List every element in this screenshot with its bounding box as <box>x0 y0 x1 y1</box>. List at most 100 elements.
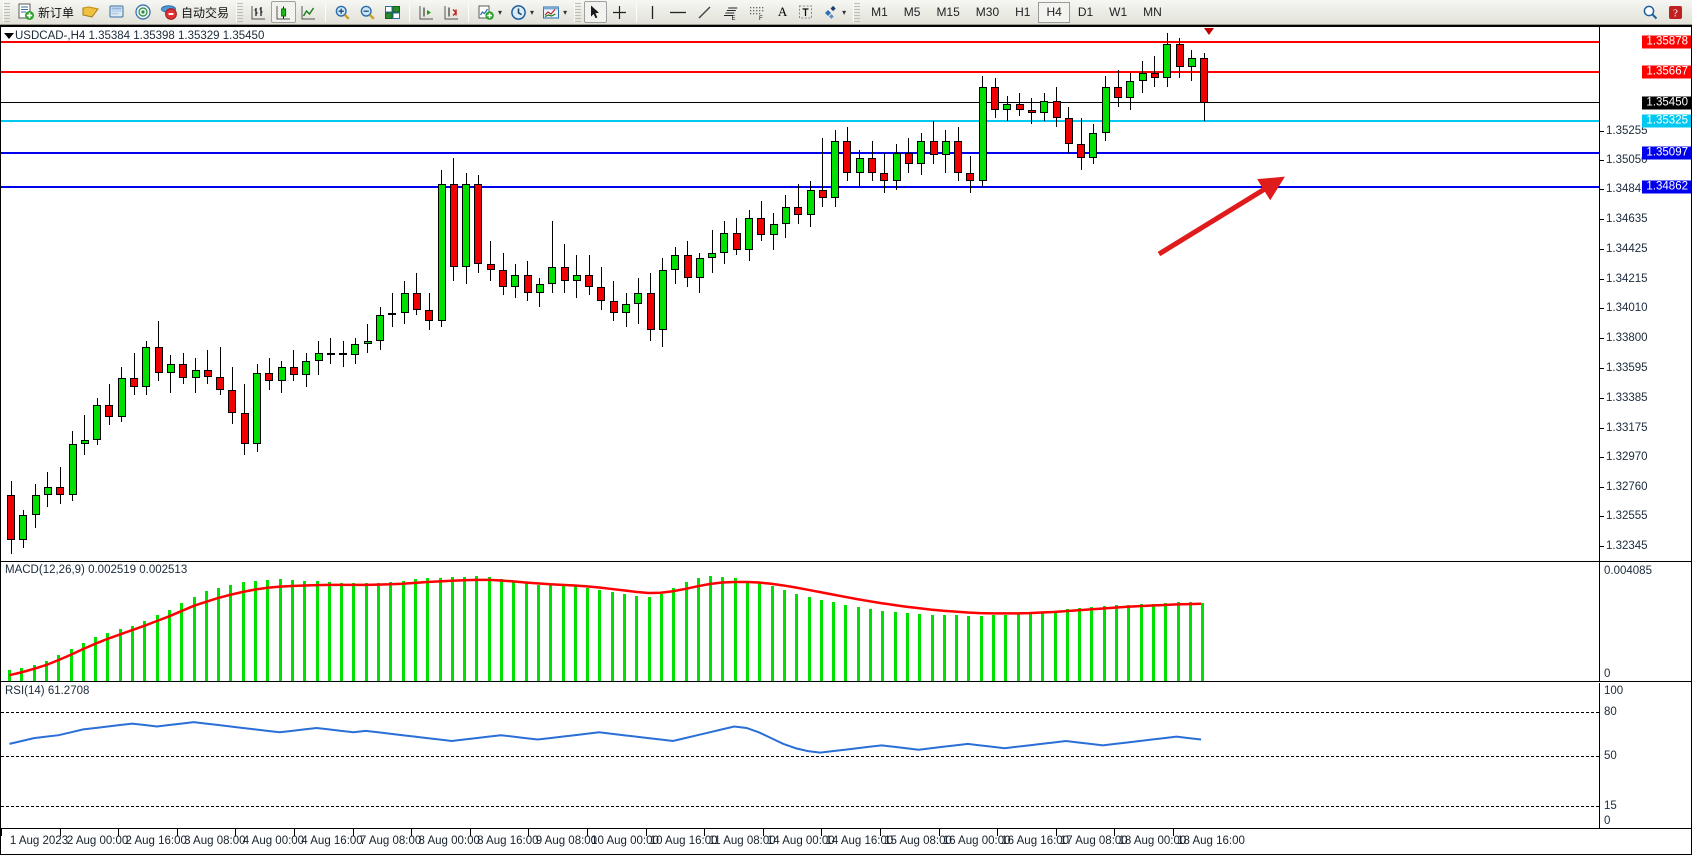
price-tick: 1.32760 <box>1600 480 1648 493</box>
shapes-dropdown-arrow-icon[interactable]: ▾ <box>842 7 847 17</box>
text-button[interactable]: A <box>771 1 794 23</box>
candlestick <box>609 27 618 561</box>
candle-body <box>855 158 864 173</box>
candle-wick <box>84 415 86 456</box>
candle-wick <box>330 338 332 364</box>
equidistant-channel-button[interactable]: F <box>744 1 771 23</box>
navigator-button[interactable] <box>130 1 156 23</box>
candle-body <box>388 312 397 316</box>
line-chart-button[interactable] <box>296 1 321 23</box>
macd-histogram-bar <box>389 581 393 681</box>
fibonacci-button[interactable]: E <box>717 1 744 23</box>
macd-histogram-bar <box>672 587 676 681</box>
macd-histogram-bar <box>229 584 233 681</box>
time-tick-mark <box>938 829 940 836</box>
price-axis[interactable]: 1.35255 1.35050 1.34845 1.34635 1.34425 1.342… <box>1599 27 1691 561</box>
periods-button[interactable]: ▾ <box>506 1 538 23</box>
candlestick <box>671 27 680 561</box>
new-order-button[interactable]: 新订单 <box>13 1 78 23</box>
toolbar-grip[interactable] <box>3 2 10 22</box>
candle-body <box>757 218 766 236</box>
candlestick <box>1015 27 1024 561</box>
auto-scroll-button[interactable] <box>439 1 464 23</box>
timeframe-mn[interactable]: MN <box>1143 5 1162 19</box>
price-pane[interactable]: USDCAD-,H4 1.35384 1.35398 1.35329 1.354… <box>1 27 1691 562</box>
text-icon: A <box>777 4 788 19</box>
zoom-in-button[interactable] <box>330 1 355 23</box>
timeframe-m1[interactable]: M1 <box>871 5 888 19</box>
timeframe-m30[interactable]: M30 <box>975 5 1000 19</box>
cursor-button[interactable] <box>584 1 608 23</box>
timeframe-m5[interactable]: M5 <box>903 5 921 19</box>
candlestick <box>523 27 532 561</box>
candle-wick <box>1080 118 1082 170</box>
candlestick <box>708 27 717 561</box>
indicators-button[interactable]: ▾ <box>473 1 506 23</box>
time-tick-mark <box>1173 829 1174 836</box>
horizontal-line-button[interactable] <box>664 1 692 23</box>
bar-chart-button[interactable] <box>246 1 271 23</box>
folder-button[interactable] <box>78 1 104 23</box>
level-line-resistance-2[interactable] <box>1 40 1599 43</box>
level-line-support-2[interactable] <box>1 185 1599 188</box>
time-tick-label: 8 Aug 16:00 <box>477 835 539 847</box>
level-line-current-price[interactable] <box>1 119 1599 122</box>
tile-windows-button[interactable] <box>380 1 405 23</box>
timeframe-m15[interactable]: M15 <box>936 5 960 19</box>
toolbar-grip-3[interactable] <box>574 2 582 22</box>
macd-plot-area[interactable] <box>1 562 1599 681</box>
time-axis[interactable]: 1 Aug 2023 2 Aug 00:00 2 Aug 16:00 3 Aug 08… <box>1 829 1691 855</box>
chart-window[interactable]: USDCAD-,H4 1.35384 1.35398 1.35329 1.354… <box>0 25 1692 855</box>
candle-wick <box>551 221 553 293</box>
macd-pane[interactable]: MACD(12,26,9) 0.002519 0.002513 0.004085… <box>1 562 1691 682</box>
timeframe-w1[interactable]: W1 <box>1109 5 1128 19</box>
level-line-pivot[interactable] <box>1 101 1599 103</box>
candle-body <box>351 343 360 356</box>
templates-dropdown-arrow-icon[interactable]: ▾ <box>563 7 568 17</box>
macd-histogram-bar <box>266 579 270 681</box>
level-line-support-1[interactable] <box>1 152 1599 155</box>
macd-axis[interactable]: 0.004085 0 <box>1599 562 1691 681</box>
candlestick <box>720 27 729 561</box>
toolbar-grip-4[interactable] <box>853 2 861 22</box>
candlestick <box>511 27 520 561</box>
candle-body <box>130 378 138 387</box>
timeframe-h1[interactable]: H1 <box>1015 5 1031 19</box>
macd-histogram-bar <box>1078 608 1082 681</box>
chart-menu-triangle-icon[interactable] <box>4 33 14 39</box>
macd-histogram-bar <box>254 580 257 681</box>
help-button[interactable]: ? <box>1663 1 1688 23</box>
rsi-axis[interactable]: 100 80 50 15 0 <box>1599 683 1691 828</box>
candlestick <box>585 27 594 561</box>
candle-body <box>117 378 126 417</box>
crosshair-button[interactable] <box>607 1 632 23</box>
timeframe-d1[interactable]: D1 <box>1077 5 1094 19</box>
rsi-plot-area[interactable] <box>1 683 1599 828</box>
level-line-resistance-1[interactable] <box>1 70 1599 73</box>
rsi-pane[interactable]: RSI(14) 61.2708 100 80 50 15 0 <box>1 683 1691 829</box>
candlestick <box>1077 27 1086 561</box>
zoom-out-button[interactable] <box>355 1 380 23</box>
vertical-line-button[interactable] <box>641 1 664 23</box>
periods-dropdown-arrow-icon[interactable]: ▾ <box>530 7 535 17</box>
trendline-button[interactable] <box>692 1 717 23</box>
shapes-button[interactable]: ▾ <box>817 1 850 23</box>
timeframe-h4[interactable]: H4 <box>1038 1 1070 23</box>
candlestick-chart-button[interactable] <box>271 1 297 23</box>
candle-wick <box>207 349 209 384</box>
terminal-button[interactable] <box>104 1 130 23</box>
line-chart-icon <box>301 5 316 19</box>
toolbar-grip-2[interactable] <box>236 2 244 22</box>
candlestick <box>892 27 901 561</box>
text-label-button[interactable] <box>794 1 817 23</box>
bullish-arrow[interactable] <box>1151 172 1291 262</box>
auto-trading-button[interactable]: 自动交易 <box>156 1 233 23</box>
autotrading-icon <box>161 5 177 20</box>
find-button[interactable] <box>1638 1 1663 23</box>
templates-button[interactable]: ▾ <box>538 1 571 23</box>
chart-shift-button[interactable] <box>414 1 439 23</box>
candle-body <box>978 86 987 182</box>
price-plot-area[interactable] <box>1 27 1599 561</box>
indicators-dropdown-arrow-icon[interactable]: ▾ <box>498 7 503 17</box>
candle-body <box>1126 81 1135 99</box>
